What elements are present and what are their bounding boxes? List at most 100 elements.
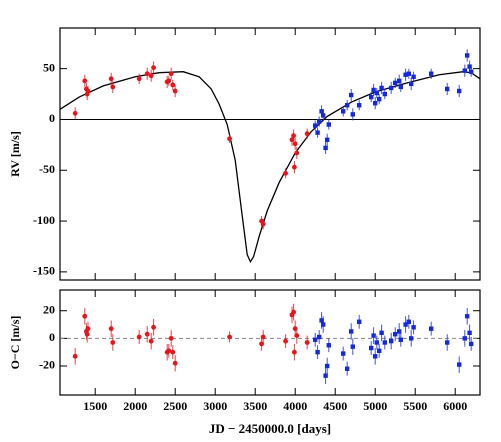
data-point <box>469 341 474 347</box>
data-point <box>294 333 300 338</box>
data-point <box>321 113 326 118</box>
data-point <box>166 348 172 354</box>
plot-frame <box>59 289 481 396</box>
x-tick-label: 3000 <box>203 399 227 413</box>
data-point <box>382 340 387 345</box>
data-point <box>315 130 320 135</box>
data-point <box>313 337 318 342</box>
data-point <box>151 324 157 330</box>
data-point <box>323 145 328 151</box>
data-point <box>85 326 91 332</box>
data-point <box>374 340 379 345</box>
data-point <box>85 88 91 94</box>
data-point <box>411 325 416 330</box>
data-point <box>398 337 403 342</box>
data-point <box>304 131 310 137</box>
data-point <box>291 133 296 139</box>
data-point <box>260 221 266 227</box>
x-tick-label: 2500 <box>163 399 187 413</box>
data-point <box>315 349 320 355</box>
data-point <box>457 362 462 367</box>
data-point <box>168 71 174 77</box>
data-point <box>144 71 150 77</box>
y-axis-label: RV [m/s] <box>8 131 22 177</box>
x-tick-label: 4500 <box>323 399 347 413</box>
x-tick-label: 5500 <box>403 399 427 413</box>
data-point <box>409 81 414 87</box>
data-point <box>170 82 176 88</box>
data-point <box>172 88 178 94</box>
data-point <box>445 340 450 345</box>
data-point <box>144 331 150 337</box>
y-tick-label: -100 <box>33 213 55 227</box>
x-tick-label: 5000 <box>363 399 387 413</box>
data-point <box>166 78 172 84</box>
y-tick-label: 0 <box>49 111 55 125</box>
data-point <box>357 103 362 108</box>
data-point <box>110 340 116 345</box>
data-point <box>409 336 414 341</box>
data-point <box>406 71 411 76</box>
data-point <box>326 343 331 348</box>
data-point <box>462 336 467 341</box>
data-point <box>393 332 398 337</box>
data-point <box>313 123 318 128</box>
y-tick-label: 20 <box>43 302 55 316</box>
data-point <box>350 112 355 117</box>
y-tick-label: 0 <box>49 330 55 344</box>
data-point <box>292 349 297 355</box>
data-point <box>389 85 394 91</box>
data-point <box>465 53 470 58</box>
data-point <box>406 319 411 324</box>
data-point <box>172 360 178 366</box>
data-point <box>294 150 300 156</box>
data-point <box>469 69 474 74</box>
data-point <box>136 334 142 340</box>
data-point <box>467 330 472 336</box>
data-point <box>151 65 157 71</box>
data-point <box>349 329 354 334</box>
data-point <box>292 164 297 170</box>
data-point <box>72 353 78 359</box>
data-point <box>341 351 346 356</box>
data-point <box>283 170 288 176</box>
data-point <box>429 326 434 331</box>
data-point <box>377 96 382 102</box>
data-point <box>292 141 298 147</box>
data-point <box>379 330 384 336</box>
data-point <box>325 137 330 142</box>
data-point <box>227 334 233 340</box>
x-tick-label: 3500 <box>243 399 267 413</box>
data-point <box>170 349 176 355</box>
data-point <box>108 326 114 332</box>
data-point <box>345 366 350 371</box>
model-curve <box>59 71 481 264</box>
y-tick-label: -50 <box>39 162 55 176</box>
data-point <box>445 86 450 92</box>
data-point <box>411 74 416 79</box>
data-point <box>467 64 472 69</box>
data-point <box>457 88 462 94</box>
data-point <box>319 109 324 114</box>
data-point <box>82 78 88 84</box>
y-tick-label: -150 <box>33 264 55 278</box>
data-point <box>323 373 328 378</box>
data-point <box>397 78 402 84</box>
x-tick-label: 6000 <box>443 399 467 413</box>
data-point <box>462 68 467 73</box>
data-point <box>317 119 322 124</box>
data-point <box>136 76 142 82</box>
data-point <box>260 334 266 340</box>
data-point <box>377 348 382 353</box>
x-tick-label: 1500 <box>83 399 107 413</box>
data-point <box>321 322 326 327</box>
data-point <box>108 76 114 82</box>
data-point <box>379 85 384 91</box>
y-tick-label: 50 <box>43 60 55 74</box>
data-point <box>393 80 398 86</box>
data-point <box>148 73 154 79</box>
data-point <box>110 84 116 90</box>
data-point <box>374 90 379 96</box>
data-point <box>369 94 374 100</box>
data-point <box>389 338 394 344</box>
